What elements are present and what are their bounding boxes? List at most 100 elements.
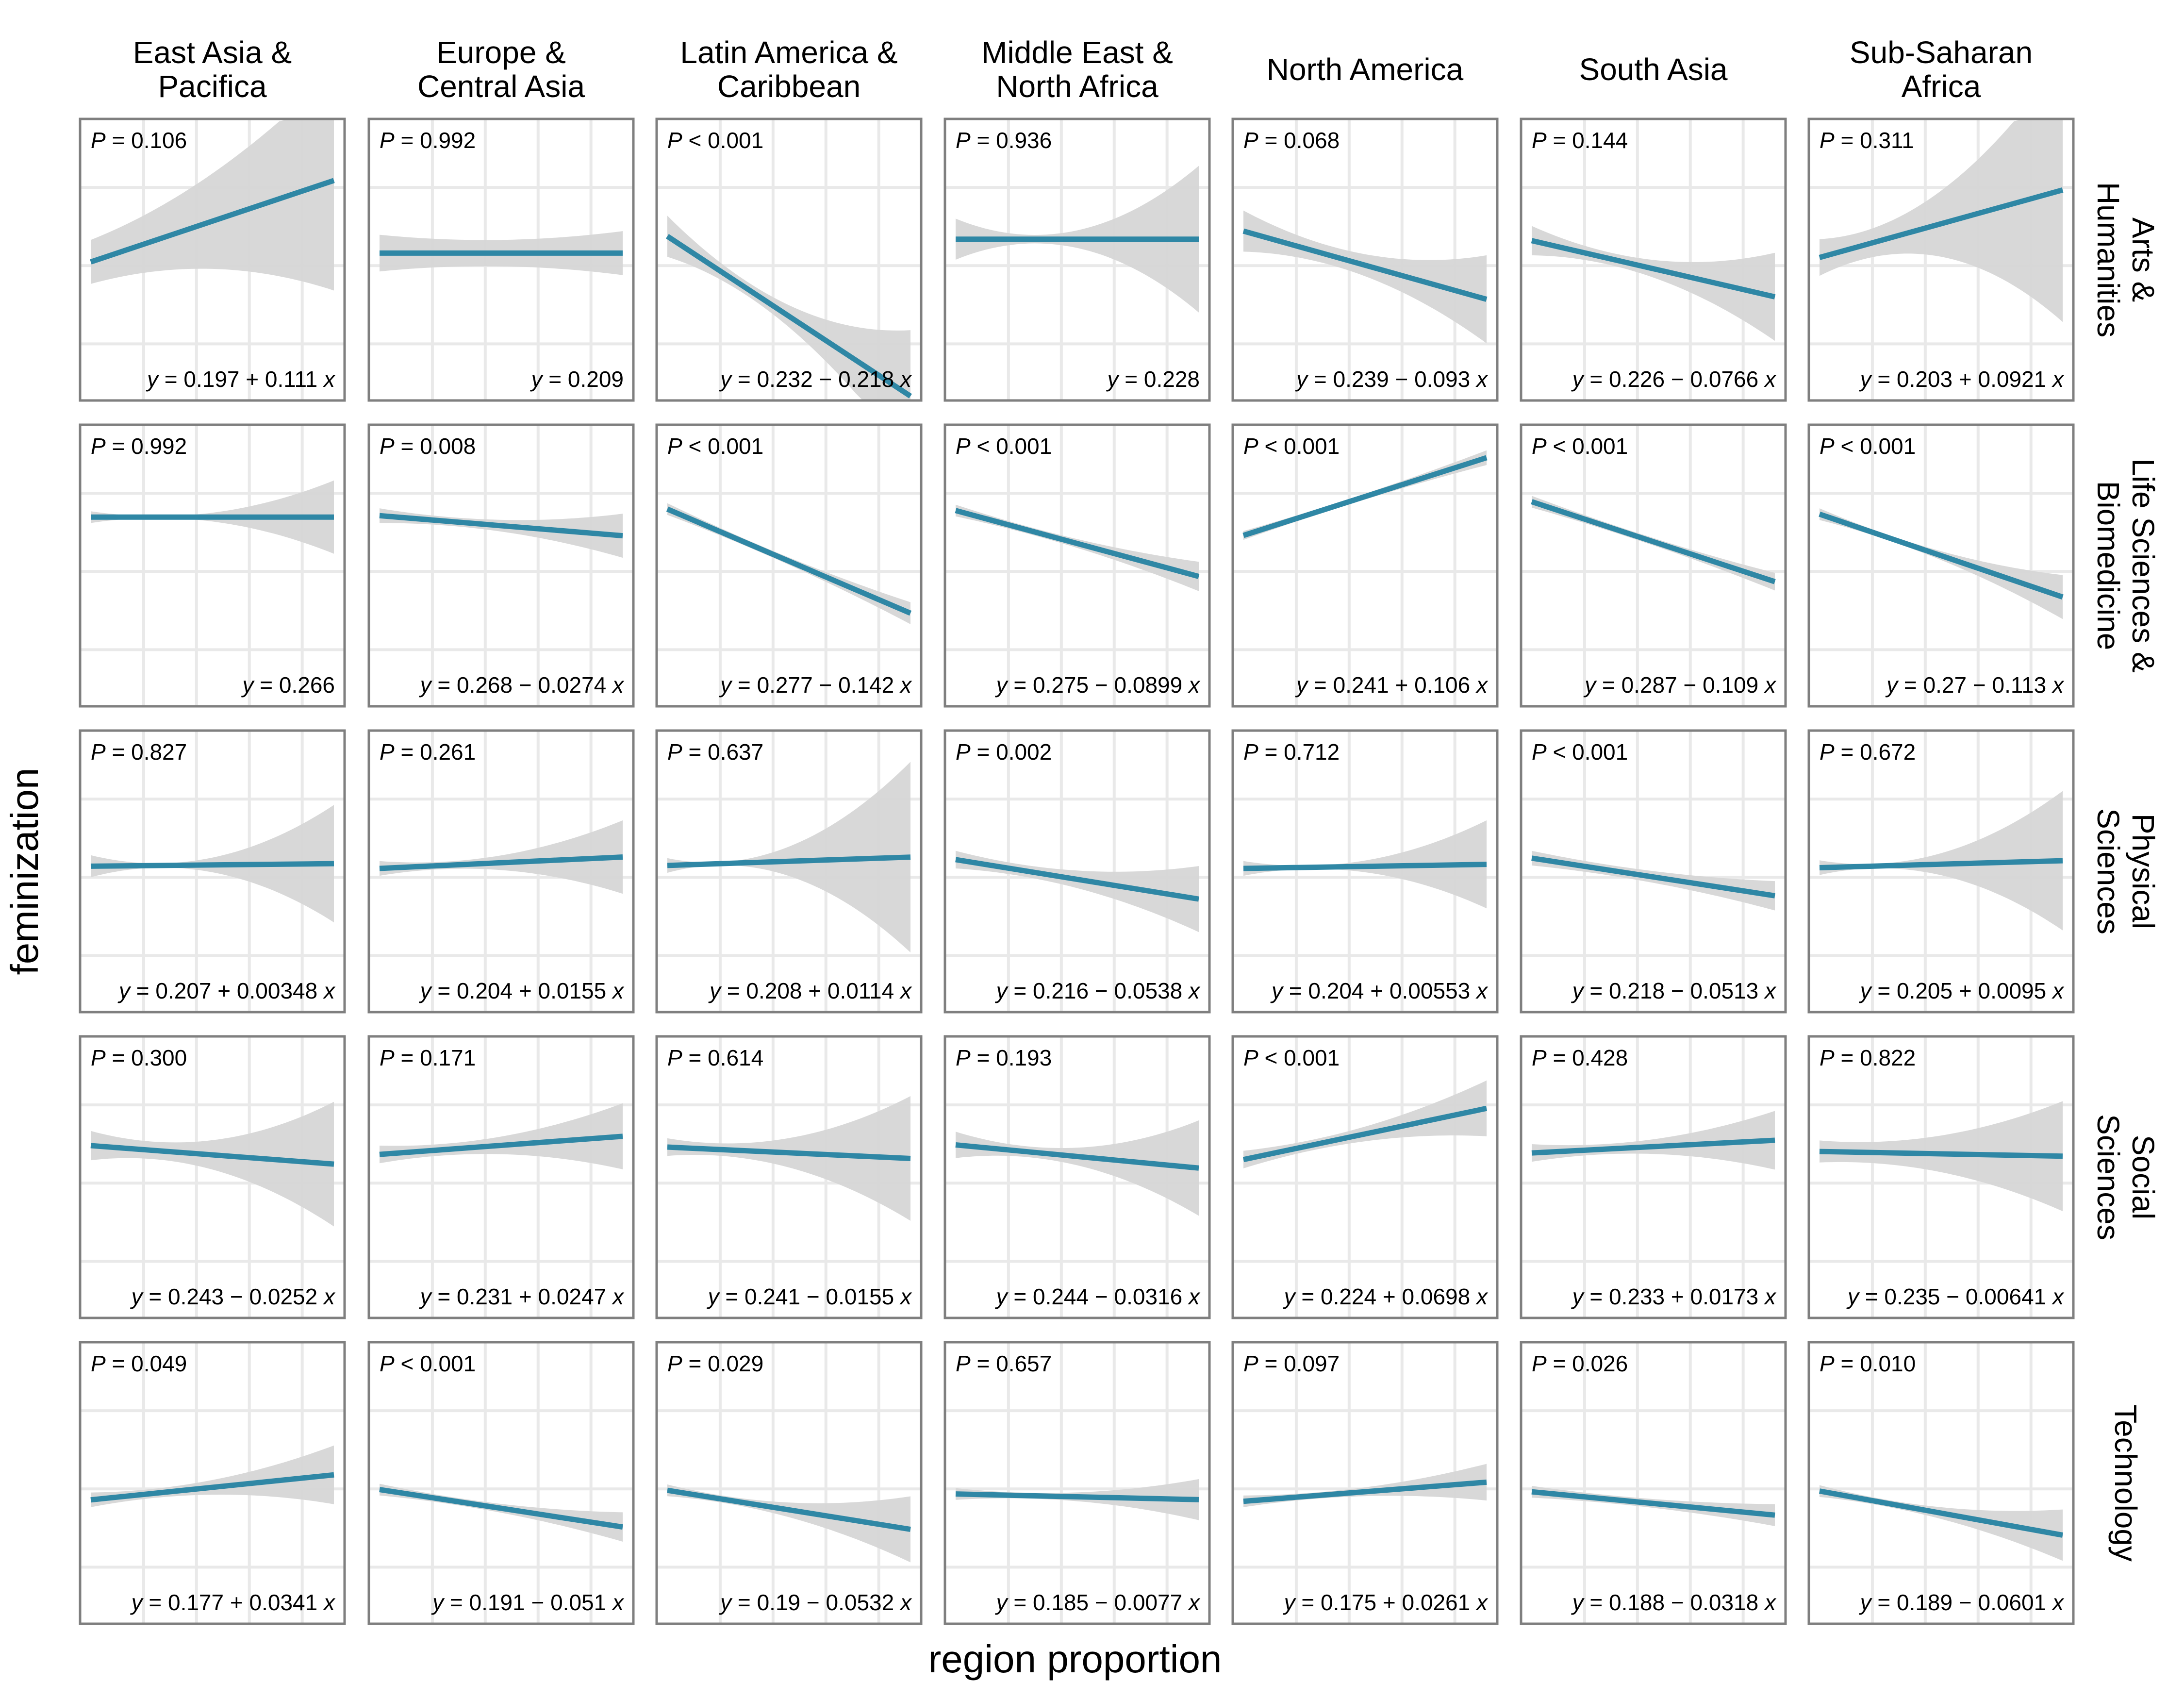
regression-line (379, 513, 623, 539)
p-value-label: P = 0.097 (1243, 1351, 1340, 1376)
column-title: South Asia (1579, 52, 1728, 87)
equation-label: y = 0.239 − 0.093 x (1295, 366, 1489, 392)
equation-label: y = 0.175 + 0.0261 x (1283, 1590, 1489, 1615)
panel-border (1807, 117, 2075, 402)
equation-label: y = 0.277 − 0.142 x (719, 672, 912, 698)
confidence-ribbon (1820, 791, 2063, 931)
panel-background (657, 1342, 921, 1624)
equation-label: y = 0.209 (529, 366, 624, 392)
equation-label: y = 0.235 − 0.00641 x (1846, 1284, 2065, 1309)
facet-panel: P = 0.097 y = 0.175 + 0.0261 x (1231, 1341, 1499, 1625)
equation-label: y = 0.189 − 0.0601 x (1859, 1590, 2065, 1615)
panel-background (80, 425, 345, 706)
equation-label: y = 0.205 + 0.0095 x (1859, 978, 2065, 1003)
facet-panel: P = 0.311 y = 0.203 + 0.0921 x (1807, 117, 2075, 402)
panel-border (1520, 117, 1787, 402)
facet-panel: P = 0.428 y = 0.233 + 0.0173 x (1520, 1035, 1787, 1319)
equation-label: y = 0.204 + 0.0155 x (419, 978, 625, 1003)
p-value-label: P < 0.001 (667, 128, 763, 153)
equation-label: y = 0.197 + 0.111 x (146, 366, 336, 392)
facet-panel: P = 0.171 y = 0.231 + 0.0247 x (367, 1035, 635, 1319)
panel-border (79, 1035, 346, 1319)
confidence-ribbon (1820, 120, 2063, 322)
column-title: Europe & Central Asia (417, 35, 585, 104)
panel-background (1233, 1036, 1497, 1318)
panel-border (655, 117, 923, 402)
confidence-ribbon (91, 1101, 334, 1227)
row-strip: Life Sciences &Biomedicine (2091, 458, 2161, 672)
confidence-ribbon (91, 120, 334, 291)
facet-panel: P = 0.026 y = 0.188 − 0.0318 x (1520, 1341, 1787, 1625)
row-strip: Arts &Humanities (2091, 182, 2161, 337)
p-value-label: P = 0.822 (1820, 1045, 1916, 1070)
regression-line (666, 506, 912, 616)
row-title: Technology (2108, 1404, 2143, 1562)
equation-label: y = 0.287 − 0.109 x (1583, 672, 1777, 698)
row-title: Life Sciences &Biomedicine (2091, 458, 2161, 672)
equation-label: y = 0.266 (241, 672, 335, 698)
row-titles: Arts &Humanities Life Sciences &Biomedici… (2091, 182, 2161, 1562)
facet-panel: P = 0.614 y = 0.241 − 0.0155 x (655, 1035, 923, 1319)
equation-label: y = 0.228 (1106, 366, 1200, 392)
equation-label: y = 0.232 − 0.218 x (719, 366, 912, 392)
regression-line (90, 861, 334, 869)
p-value-label: P < 0.001 (667, 433, 763, 459)
column-title: Middle East & North Africa (981, 35, 1173, 104)
equation-label: y = 0.243 − 0.0252 x (130, 1284, 336, 1309)
panel-border (79, 1341, 346, 1625)
equation-label: y = 0.241 + 0.106 x (1295, 672, 1489, 698)
row-title: SocialSciences (2091, 1114, 2161, 1240)
panel-border (1520, 729, 1787, 1014)
row-strip: Technology (2108, 1404, 2143, 1562)
equation-label: y = 0.204 + 0.00553 x (1270, 978, 1489, 1003)
equation-label: y = 0.216 − 0.0538 x (995, 978, 1201, 1003)
facet-panel: P < 0.001 y = 0.224 + 0.0698 x (1231, 1035, 1499, 1319)
equation-label: y = 0.27 − 0.113 x (1885, 672, 2065, 698)
column-title: East Asia & Pacifica (133, 35, 292, 104)
facet-panel: P = 0.657 y = 0.185 − 0.0077 x (943, 1341, 1211, 1625)
panel-background (657, 425, 921, 706)
panel-border (79, 423, 346, 708)
facet-panel: P < 0.001 y = 0.218 − 0.0513 x (1520, 729, 1787, 1014)
equation-label: y = 0.177 + 0.0341 x (130, 1590, 336, 1615)
p-value-label: P < 0.001 (1243, 433, 1340, 459)
regression-line (379, 854, 623, 871)
column-title: Latin America & Caribbean (680, 35, 897, 104)
panel-border (1807, 729, 2075, 1014)
p-value-label: P = 0.936 (956, 128, 1052, 153)
facet-panel: P = 0.049 y = 0.177 + 0.0341 x (79, 1341, 346, 1625)
facet-panel: P = 0.672 y = 0.205 + 0.0095 x (1807, 729, 2075, 1014)
p-value-label: P < 0.001 (1532, 433, 1628, 459)
p-value-label: P = 0.029 (667, 1351, 763, 1376)
facet-panel: P = 0.261 y = 0.204 + 0.0155 x (367, 729, 635, 1014)
regression-line (667, 1144, 911, 1161)
equation-label: y = 0.188 − 0.0318 x (1571, 1590, 1777, 1615)
row-title: PhysicalSciences (2091, 808, 2161, 934)
regression-line (1531, 1489, 1775, 1518)
confidence-ribbon (380, 1103, 623, 1169)
facet-panel: P = 0.712 y = 0.204 + 0.00553 x (1231, 729, 1499, 1014)
facet-panel: P < 0.001 y = 0.27 − 0.113 x (1807, 423, 2075, 708)
facet-panel: P < 0.001 y = 0.232 − 0.218 x (655, 117, 923, 402)
confidence-ribbon (1243, 210, 1487, 344)
equation-label: y = 0.241 − 0.0155 x (707, 1284, 912, 1309)
p-value-label: P = 0.637 (667, 739, 763, 765)
regression-line (665, 234, 912, 399)
equation-label: y = 0.208 + 0.0114 x (708, 978, 912, 1003)
regression-line (1243, 862, 1487, 871)
equation-label: y = 0.185 − 0.0077 x (995, 1590, 1201, 1615)
panel-background (945, 1342, 1209, 1624)
p-value-label: P = 0.106 (91, 128, 187, 153)
panel-border (1807, 1341, 2075, 1625)
regression-line (667, 1487, 911, 1532)
panel-border (943, 1035, 1211, 1319)
panel-border (655, 423, 923, 708)
p-value-label: P = 0.428 (1532, 1045, 1628, 1070)
regression-line (379, 1487, 623, 1530)
panel-border (1231, 1035, 1499, 1319)
regression-line (1242, 1105, 1488, 1163)
facet-panel: P < 0.001 y = 0.241 + 0.106 x (1231, 423, 1499, 708)
equation-label: y = 0.233 + 0.0173 x (1571, 1284, 1777, 1309)
p-value-label: P = 0.049 (91, 1351, 187, 1376)
row-title: Arts &Humanities (2091, 182, 2161, 337)
